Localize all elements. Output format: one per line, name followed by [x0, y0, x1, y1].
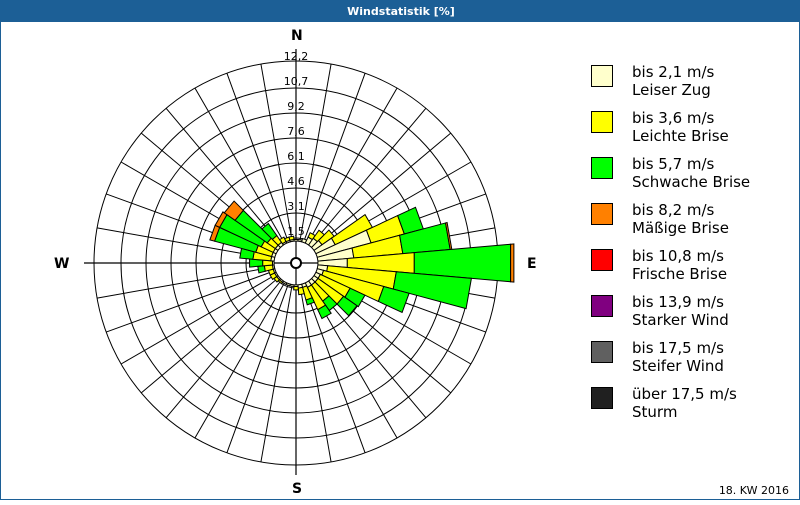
legend-label: bis 5,7 m/s Schwache Brise — [632, 155, 750, 191]
legend-name: Mäßige Brise — [632, 219, 729, 237]
legend-label: bis 10,8 m/s Frische Brise — [632, 247, 727, 283]
rose-bar-segment — [257, 265, 266, 274]
legend-name: Schwache Brise — [632, 173, 751, 191]
legend-range: bis 2,1 m/s — [632, 63, 715, 81]
rose-bar-segment — [317, 304, 332, 320]
legend-label: über 17,5 m/s Sturm — [632, 385, 737, 421]
legend-swatch — [591, 341, 613, 363]
legend-name: Steifer Wind — [632, 357, 724, 375]
wind-rose-area: 1,5 3,1 4,6 6,1 7,6 9,2 10,7 12,2 N E S W bis 2… — [1, 22, 800, 501]
legend-swatch — [591, 65, 613, 87]
legend-range: über 17,5 m/s — [632, 385, 737, 403]
legend-name: Frische Brise — [632, 265, 728, 283]
legend-range: bis 5,7 m/s — [632, 155, 715, 173]
rose-bar-segment — [214, 211, 228, 229]
legend-range: bis 17,5 m/s — [632, 339, 724, 357]
legend-label: bis 2,1 m/s Leiser Zug — [632, 63, 714, 99]
legend-label: bis 17,5 m/s Steifer Wind — [632, 339, 724, 375]
east-label: E — [527, 256, 537, 272]
ring-label: 6,1 — [287, 150, 305, 163]
ring-label: 7,6 — [287, 125, 305, 138]
legend-name: Starker Wind — [632, 311, 729, 329]
legend-swatch — [591, 157, 613, 179]
rose-bar-segment — [344, 287, 366, 308]
legend-swatch — [591, 295, 613, 317]
rose-bar-segment — [392, 271, 473, 310]
ring-label: 3,1 — [287, 200, 305, 213]
legend-swatch — [591, 111, 613, 133]
ring-label: 10,7 — [284, 75, 309, 88]
rose-bar-segment — [288, 235, 295, 241]
legend-range: bis 13,9 m/s — [632, 293, 724, 311]
west-label: W — [54, 256, 70, 272]
wind-rose-chart: 1,5 3,1 4,6 6,1 7,6 9,2 10,7 12,2 — [84, 49, 515, 475]
legend-label: bis 13,9 m/s Starker Wind — [632, 293, 729, 329]
ring-label: 9,2 — [287, 100, 305, 113]
legend-label: bis 3,6 m/s Leichte Brise — [632, 109, 729, 145]
rose-bar-segment — [293, 286, 299, 291]
legend-swatch — [591, 249, 613, 271]
rose-bar-segment — [223, 200, 245, 221]
legend-label: bis 8,2 m/s Mäßige Brise — [632, 201, 729, 237]
rose-bar-segment — [377, 285, 410, 314]
rose-bar-segment — [305, 297, 315, 306]
legend-range: bis 10,8 m/s — [632, 247, 724, 265]
south-label: S — [292, 481, 303, 497]
rose-bar-segment — [261, 222, 278, 241]
ring-label: 12,2 — [284, 50, 309, 63]
rose-bar-segment — [510, 243, 515, 283]
period-label: 18. KW 2016 — [718, 484, 789, 497]
ring-label: 1,5 — [287, 225, 305, 238]
legend-swatch — [591, 387, 613, 409]
rose-bar-segment — [297, 286, 305, 296]
legend-range: bis 8,2 m/s — [632, 201, 715, 219]
legend-name: Leichte Brise — [632, 127, 729, 145]
legend-name: Leiser Zug — [632, 81, 711, 99]
window-title: Windstatistik [%] — [1, 1, 800, 22]
rose-bar-segment — [336, 295, 358, 317]
legend-swatch — [591, 203, 613, 225]
legend-range: bis 3,6 m/s — [632, 109, 715, 127]
north-label: N — [291, 28, 303, 44]
ring-label: 4,6 — [287, 175, 305, 188]
legend-name: Sturm — [632, 403, 678, 421]
